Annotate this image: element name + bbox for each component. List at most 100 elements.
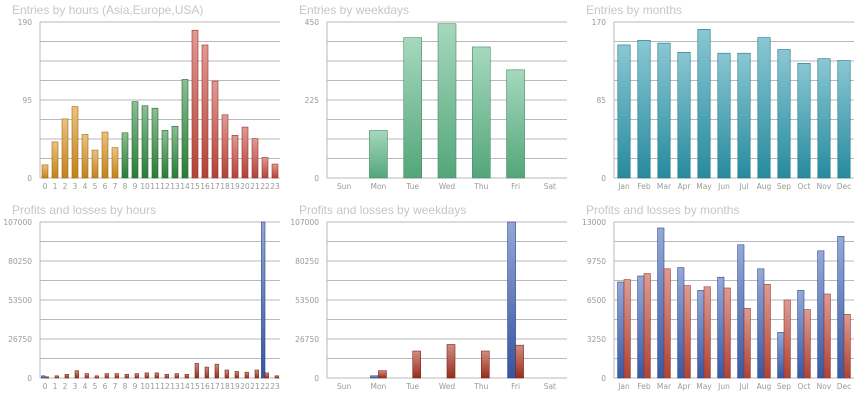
x-tick-label: Sep (777, 182, 791, 191)
y-tick-label: 53500 (295, 296, 319, 305)
bar (221, 114, 229, 179)
bar-losses (234, 371, 239, 379)
x-tick-label: Mar (657, 182, 672, 191)
x-tick-label: 14 (180, 182, 190, 191)
bar-losses (164, 374, 169, 379)
x-tick-label: 5 (93, 382, 98, 391)
x-tick-label: 1 (53, 182, 58, 191)
bar-losses (94, 375, 99, 379)
bar (121, 132, 129, 179)
y-tick-label: 3250 (587, 335, 606, 344)
bar-losses (84, 373, 89, 379)
bar (617, 44, 631, 179)
bar-losses (124, 374, 129, 379)
bar-losses (244, 371, 249, 379)
y-tick-label: 80250 (8, 257, 32, 266)
chart-title: Entries by months (586, 3, 683, 17)
x-tick-label: 9 (133, 182, 138, 191)
x-tick-label: 16 (200, 382, 210, 391)
bar-losses (144, 372, 149, 379)
bar (211, 80, 219, 179)
y-tick-label: 107000 (290, 218, 319, 227)
bar (91, 149, 99, 179)
x-tick-label: 0 (43, 382, 48, 391)
bar (201, 44, 209, 179)
x-tick-label: 11 (150, 382, 160, 391)
bar (251, 138, 259, 179)
bar (81, 134, 89, 179)
x-tick-label: Apr (678, 382, 692, 391)
x-tick-label: Fri (511, 182, 520, 191)
x-tick-label: 6 (103, 382, 108, 391)
bar-losses (623, 279, 631, 379)
bar-losses (783, 299, 791, 379)
y-tick-label: 225 (305, 96, 320, 105)
bar-losses (683, 285, 691, 379)
x-tick-label: Oct (798, 382, 811, 391)
bar-profits (717, 276, 725, 379)
bar-losses (743, 308, 751, 379)
bar-profits (757, 268, 765, 379)
y-tick-label: 26750 (8, 335, 32, 344)
x-tick-label: Nov (817, 182, 832, 191)
bar (141, 105, 149, 179)
bar (51, 141, 59, 179)
y-tick-label: 26750 (295, 335, 319, 344)
chart-title: Profits and losses by weekdays (299, 203, 467, 217)
bar-losses (44, 376, 49, 379)
bar-losses (64, 374, 69, 379)
x-tick-label: 1 (53, 382, 58, 391)
y-tick-label: 450 (305, 18, 320, 27)
x-tick-label: Feb (637, 382, 651, 391)
bar-profits (737, 244, 745, 379)
bar (797, 62, 811, 179)
bar-profits (777, 332, 785, 379)
x-tick-label: 23 (270, 382, 280, 391)
x-tick-label: 12 (160, 382, 170, 391)
x-tick-label: Oct (798, 182, 811, 191)
bar-losses (703, 286, 711, 379)
y-tick-label: 13000 (582, 218, 606, 227)
chart-svg-pl-weekdays: 0 26750 53500 80250 107000 Sun Mon Tue Wed Thu Fri… (290, 218, 567, 391)
x-tick-label: 2 (63, 382, 68, 391)
x-tick-label: 17 (210, 182, 220, 191)
y-tick-label: 190 (18, 18, 33, 27)
y-tick-label: 0 (27, 174, 32, 183)
bar (506, 69, 525, 179)
bar (717, 52, 731, 179)
chart-svg-months: 0 85 170 Jan Feb Mar Apr May Jun Jul Aug Sep Oct Nov D… (592, 18, 854, 191)
y-tick-label: 85 (596, 96, 606, 105)
y-tick-label: 80250 (295, 257, 319, 266)
x-tick-label: 20 (240, 182, 250, 191)
x-tick-label: May (696, 382, 712, 391)
chart-title: Entries by weekdays (299, 3, 410, 17)
bar-losses (224, 369, 229, 379)
bar-losses (803, 309, 811, 379)
bar (697, 29, 711, 179)
x-tick-label: Sun (337, 182, 352, 191)
x-tick-label: 17 (210, 382, 220, 391)
bar (241, 126, 249, 179)
x-tick-label: 7 (113, 382, 118, 391)
y-tick-label: 0 (601, 174, 606, 183)
y-tick-label: 9750 (587, 257, 606, 266)
x-tick-label: Aug (757, 382, 772, 391)
y-tick-label: 0 (601, 374, 606, 383)
x-tick-label: Mon (371, 382, 387, 391)
x-tick-label: 21 (250, 182, 260, 191)
bar-losses (134, 373, 139, 379)
chart-svg-weekdays: 0 225 450 Sun Mon Tue Wed Thu Fri Sat (305, 18, 567, 191)
bar-losses (763, 284, 771, 379)
x-tick-label: Jan (617, 382, 630, 391)
x-tick-label: Nov (817, 382, 832, 391)
bar-profits (817, 250, 825, 379)
bar-losses (174, 373, 179, 379)
bar-profits (261, 221, 266, 379)
bar (61, 118, 69, 179)
bar-profits (637, 275, 645, 379)
x-tick-label: Tue (405, 382, 419, 391)
bar-profits (370, 375, 379, 379)
x-tick-label: 10 (140, 382, 150, 391)
bar-profits (657, 227, 665, 379)
